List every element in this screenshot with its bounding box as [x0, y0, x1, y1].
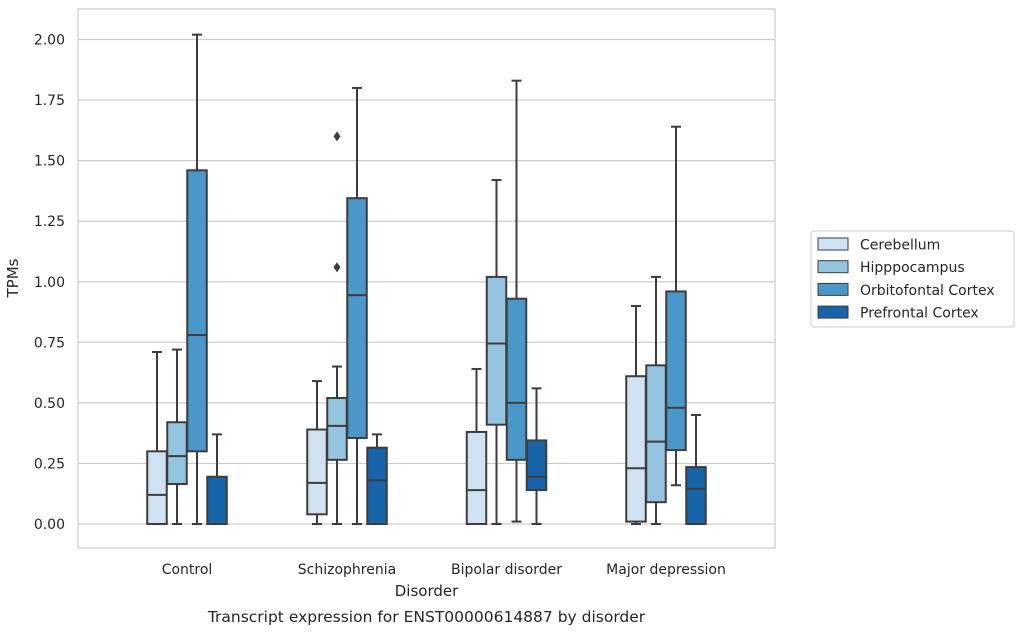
iqr-box — [146, 450, 168, 526]
legend-label: Orbitofontal Cortex — [860, 283, 995, 299]
box-cerebellum — [306, 380, 328, 525]
iqr-box — [206, 475, 228, 526]
iqr-box — [505, 297, 528, 461]
x-tick-label: Major depression — [606, 562, 726, 578]
y-tick-label: 1.75 — [34, 93, 65, 109]
box-prefrontal-cortex — [206, 433, 228, 526]
iqr-box — [346, 197, 368, 440]
y-tick-labels: 0.00 0.25 0.50 0.75 1.00 1.25 1.50 1.75 2.00 — [34, 33, 65, 534]
x-tick-labels: Control Schizophrenia Bipolar disorder Majo… — [162, 562, 726, 578]
legend-swatch — [817, 237, 849, 251]
y-tick-label: 0.00 — [34, 517, 65, 533]
y-axis-label: TPMs — [4, 258, 22, 298]
box-orbitofontal-cortex — [505, 79, 528, 523]
boxes — [146, 33, 707, 526]
box-prefrontal-cortex — [685, 413, 707, 526]
figure-caption: Transcript expression for ENST0000061488… — [207, 608, 646, 626]
iqr-box — [366, 446, 388, 525]
box-prefrontal-cortex — [525, 387, 548, 525]
y-tick-label: 2.00 — [34, 33, 65, 49]
legend-swatch — [817, 282, 849, 296]
legend-frame — [810, 230, 1015, 328]
y-tick-label: 1.50 — [34, 154, 65, 170]
x-tick-label: Schizophrenia — [298, 562, 396, 578]
iqr-box — [625, 375, 647, 523]
box-orbitofontal-cortex — [186, 33, 208, 525]
legend-items: Cerebellum Hipppocampus Orbitofontal Corte… — [817, 237, 995, 322]
box-cerebellum — [146, 351, 168, 526]
iqr-box — [485, 275, 508, 426]
iqr-box — [465, 430, 488, 526]
legend-label: Hipppocampus — [860, 260, 965, 276]
box-orbitofontal-cortex — [346, 86, 368, 525]
box-hipppocampus — [645, 275, 667, 525]
iqr-box — [306, 428, 328, 516]
legend: Cerebellum Hipppocampus Orbitofontal Corte… — [810, 230, 1015, 328]
y-tick-label: 0.50 — [34, 396, 65, 412]
outlier-marker — [333, 131, 341, 142]
y-tick-label: 0.75 — [34, 335, 65, 351]
box-orbitofontal-cortex — [665, 125, 687, 487]
box-hipppocampus — [326, 131, 348, 525]
iqr-box — [326, 397, 348, 461]
iqr-box — [525, 439, 548, 492]
iqr-box — [166, 421, 188, 486]
box-hipppocampus — [485, 179, 508, 525]
x-tick-label: Bipolar disorder — [451, 562, 562, 578]
iqr-box — [685, 466, 707, 526]
box-prefrontal-cortex — [366, 433, 388, 525]
legend-label: Cerebellum — [860, 238, 940, 254]
box-hipppocampus — [166, 348, 188, 525]
y-tick-label: 0.25 — [34, 456, 65, 472]
box-cerebellum — [625, 304, 647, 525]
iqr-box — [665, 290, 687, 452]
y-tick-label: 1.25 — [34, 214, 65, 230]
outlier-marker — [333, 262, 341, 273]
box-cerebellum — [465, 367, 488, 526]
legend-label: Prefrontal Cortex — [860, 306, 979, 322]
legend-swatch — [817, 260, 849, 274]
iqr-box — [645, 364, 667, 504]
x-axis-label: Disorder — [395, 582, 459, 600]
y-tick-label: 1.00 — [34, 275, 65, 291]
plot-area-frame — [77, 8, 776, 549]
legend-swatch — [817, 305, 849, 319]
x-tick-label: Control — [162, 562, 213, 578]
iqr-box — [186, 169, 208, 453]
